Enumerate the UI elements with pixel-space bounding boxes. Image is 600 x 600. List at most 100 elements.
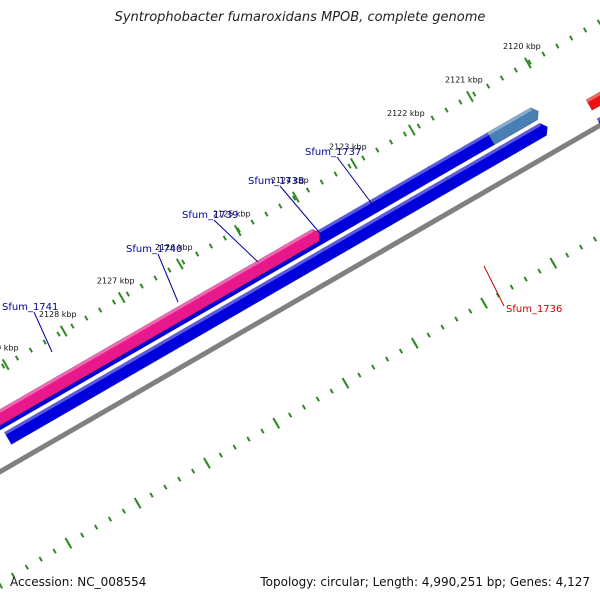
inner-major-tick [203,457,211,469]
minor-tick [194,251,200,257]
accession-text: Accession: NC_008554 [10,575,147,589]
tick-label: 2122 kbp [387,109,425,118]
minor-tick [565,252,570,258]
tick-label: 2126 kbp [155,243,193,252]
label-leader-line [483,265,505,307]
major-tick [291,191,300,203]
major-tick [466,90,474,103]
tick-label: 2129 kbp [0,344,19,353]
inner-major-tick [272,417,281,429]
gene-label: Sfum_1736 [506,304,562,315]
inner-major-tick [549,257,558,269]
minor-tick [139,283,144,289]
gene-block-shine [428,132,489,170]
inner-major-tick [410,337,419,349]
minor-tick [541,51,546,57]
tick-label: 2123 kbp [329,143,367,152]
minor-tick [264,211,269,217]
minor-tick [250,219,255,225]
label-leader-line [336,156,379,213]
minor-tick [80,532,85,538]
inner-major-tick [480,297,488,309]
minor-tick [38,556,43,562]
minor-tick [513,67,518,73]
tick-label: 2128 kbp [39,310,77,319]
minor-tick [111,299,117,305]
minor-tick [208,243,214,249]
minor-tick [499,75,505,81]
minor-tick [222,235,227,241]
minor-tick [24,564,29,570]
minor-tick [93,524,99,530]
minor-tick [430,115,435,121]
genome-summary-text: Topology: circular; Length: 4,990,251 bp… [260,575,590,589]
minor-tick [416,123,421,129]
tick-label: 2125 kbp [213,210,251,219]
minor-tick [107,516,113,522]
tick-label: 2120 kbp [503,42,541,51]
minor-tick [458,99,463,105]
inner-major-tick [341,377,350,389]
minor-tick [125,291,130,297]
minor-tick [149,492,154,498]
minor-tick [232,444,237,450]
minor-tick [301,404,307,410]
label-leader-line [213,219,259,263]
minor-tick [426,332,431,338]
minor-tick [578,244,584,250]
minor-tick [260,428,265,434]
minor-tick [527,59,532,65]
minor-tick [347,163,352,169]
minor-tick [440,324,445,330]
minor-tick [319,179,324,185]
minor-tick [278,203,283,209]
label-leader-line [279,185,325,239]
minor-tick [509,284,514,290]
label-leader-line [33,311,53,353]
gene-block-shine [446,146,502,180]
minor-tick [177,476,182,482]
minor-tick [333,171,338,177]
minor-tick [14,355,20,361]
gene-block-shine [499,123,542,149]
minor-tick [56,331,61,337]
major-tick [233,224,242,237]
major-tick [117,291,126,304]
minor-tick [384,356,390,362]
minor-tick [468,308,473,314]
minor-tick [537,268,542,274]
inner-major-tick [133,497,142,509]
minor-tick [444,107,449,113]
gene-label: Sfum_1741 [2,302,58,313]
backbone-line [0,122,600,475]
minor-tick [305,187,311,193]
gene-label: Sfum_1740 [126,244,182,255]
gene-block [499,122,548,159]
minor-tick [218,452,223,458]
minor-tick [592,236,598,242]
gene-block-shine [4,248,325,435]
minor-tick [398,348,404,354]
minor-tick [582,27,588,33]
major-tick [175,258,184,270]
major-tick [1,358,10,371]
minor-tick [287,412,293,418]
major-tick [349,157,358,170]
minor-tick [52,548,57,554]
minor-tick [555,43,560,49]
minor-tick [388,139,394,145]
selected-gene-block-shine [0,229,314,413]
minor-tick [472,91,477,97]
gene-block-shine [385,166,430,195]
gene-block [596,116,600,125]
minor-tick [329,388,334,394]
inner-major-tick [64,537,73,549]
minor-tick [70,323,75,329]
minor-tick [167,267,172,273]
gene-block-shine [323,207,396,251]
major-tick [524,57,532,69]
gene-block-shine [597,117,600,122]
minor-tick [357,372,362,378]
minor-tick [454,316,459,322]
